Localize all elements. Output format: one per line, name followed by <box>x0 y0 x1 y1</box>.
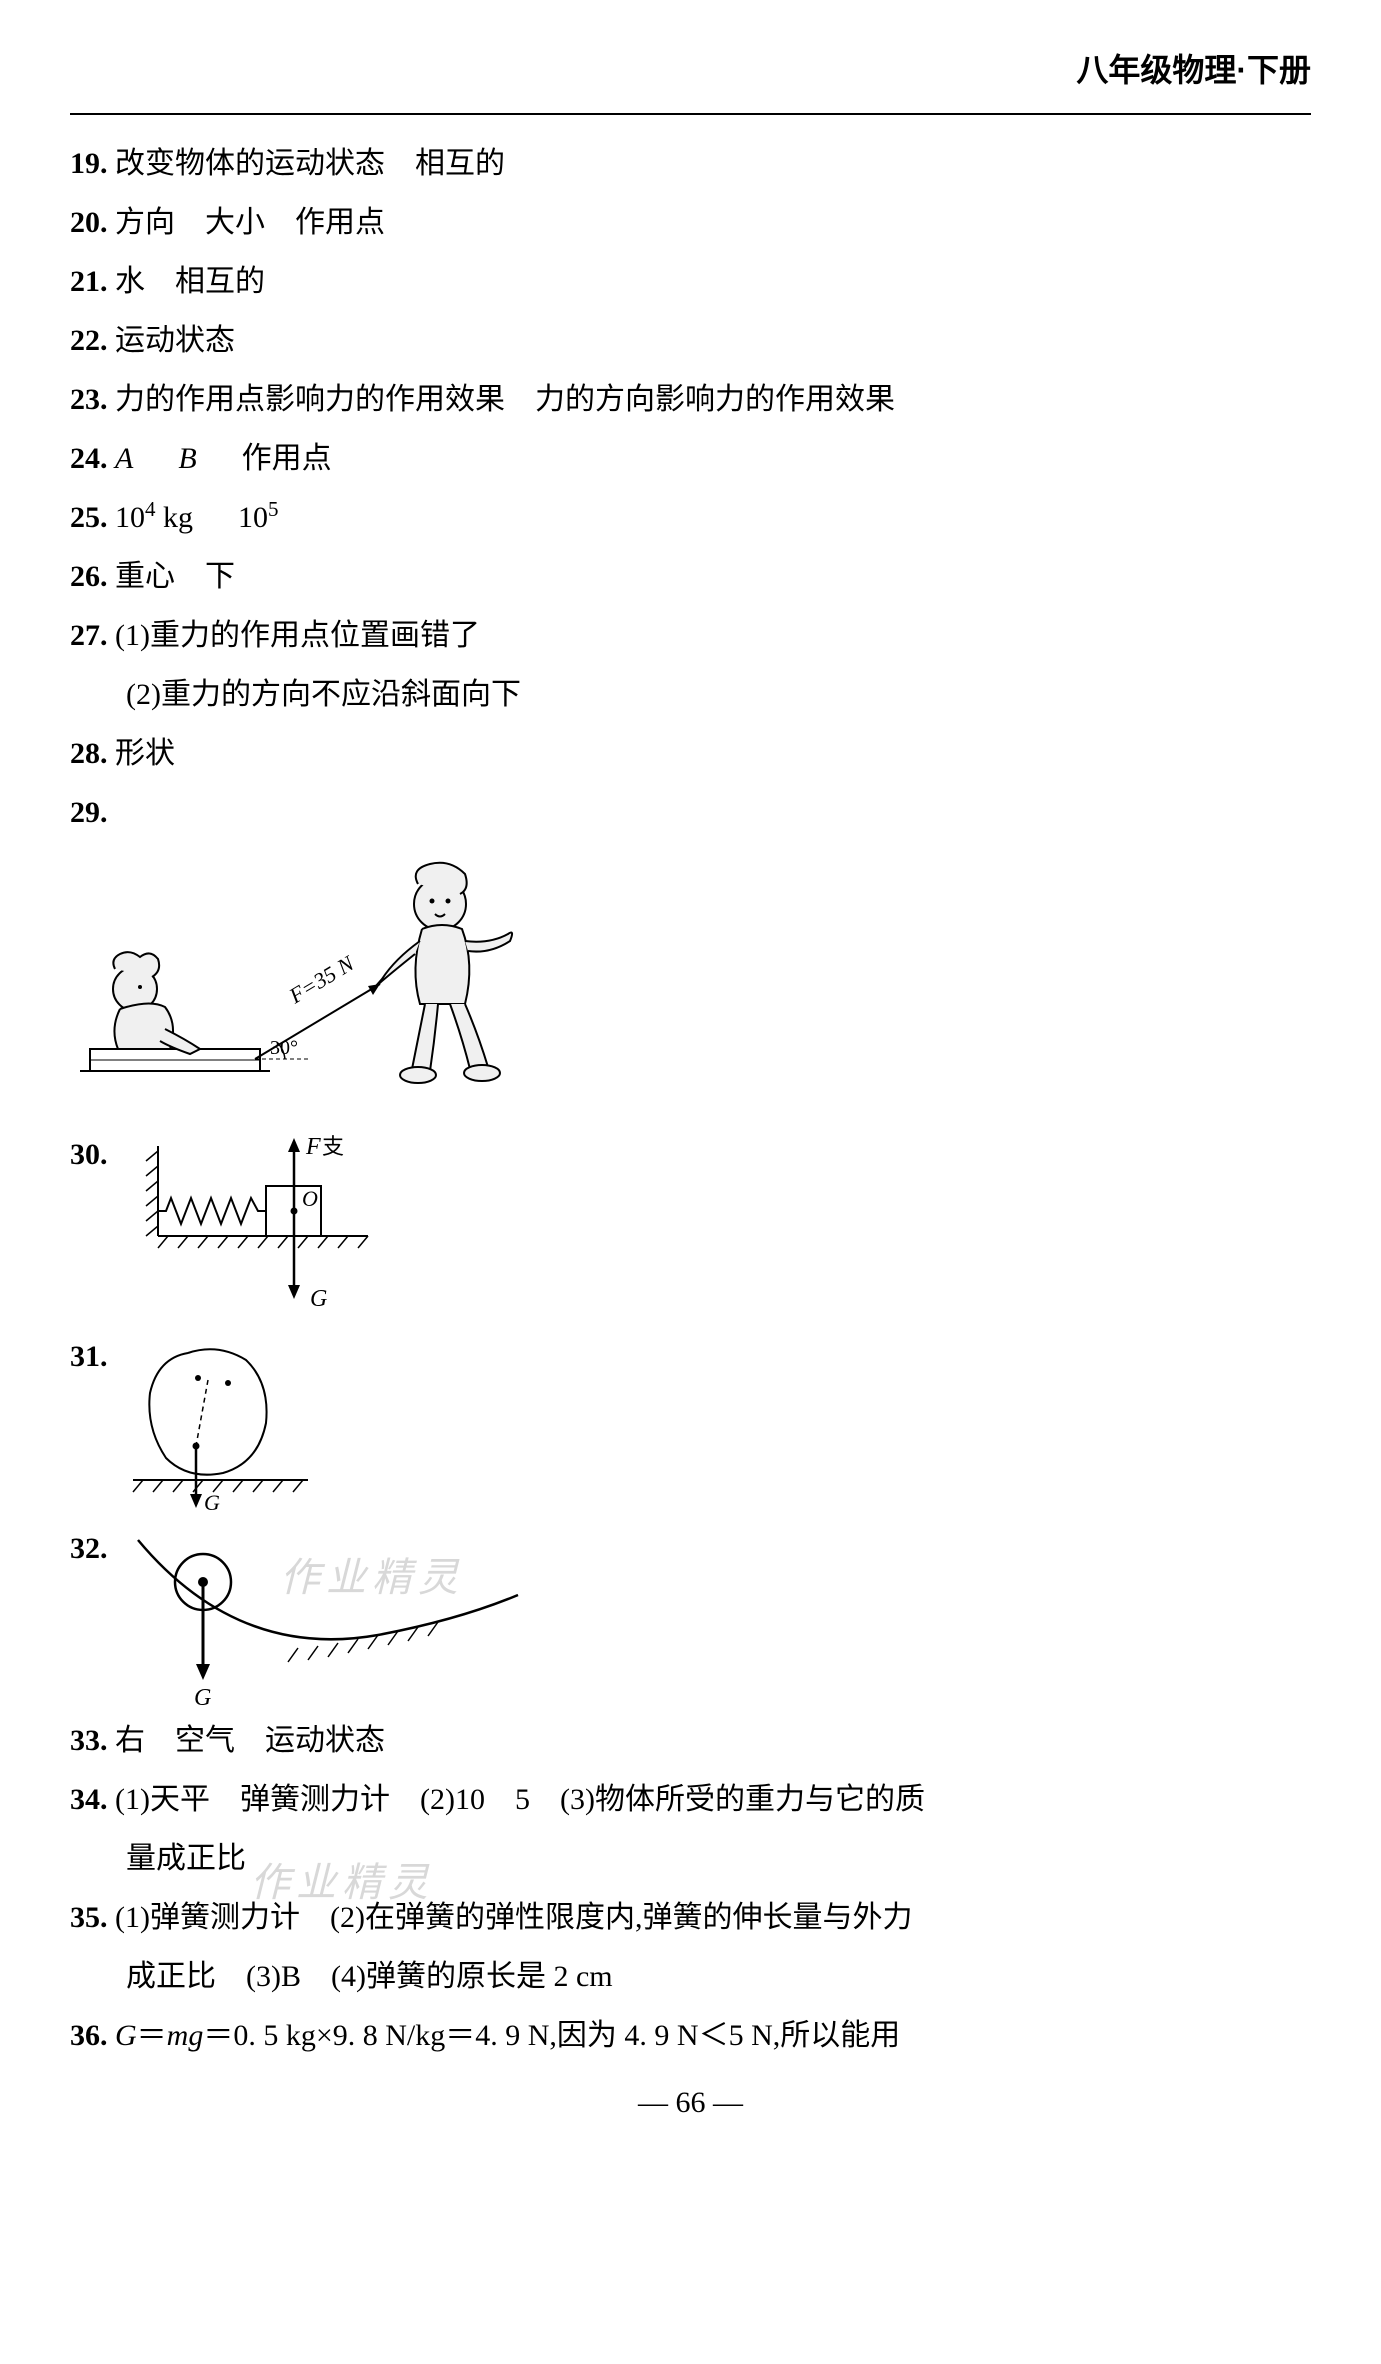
item-number: 26. <box>70 560 108 593</box>
item-number: 34. <box>70 1783 108 1816</box>
item-part1: (1)重力的作用点位置画错了 <box>115 619 480 652</box>
item-number: 19. <box>70 147 108 180</box>
item-number: 28. <box>70 737 108 770</box>
potato-gravity-diagram: G <box>118 1328 338 1518</box>
item-text: 力的作用点影响力的作用效果 力的方向影响力的作用效果 <box>115 383 895 416</box>
answer-35-line2: 成正比 (3)B (4)弹簧的原长是 2 cm <box>70 1948 1311 2005</box>
item-text2: 成正比 (3)B (4)弹簧的原长是 2 cm <box>126 1960 613 1993</box>
value-a-unit: kg <box>156 501 194 534</box>
item-text: 运动状态 <box>115 324 235 357</box>
item-number: 35. <box>70 1901 108 1934</box>
support-force-label-cn: 支 <box>322 1134 344 1159</box>
value-b-exp: 5 <box>268 497 279 521</box>
answer-26: 26. 重心 下 <box>70 548 1311 605</box>
answer-21: 21. 水 相互的 <box>70 253 1311 310</box>
spring-block-diagram: O F 支 G <box>138 1126 418 1326</box>
answer-25: 25. 104 kg 105 <box>70 489 1311 546</box>
item-number: 27. <box>70 619 108 652</box>
answer-35: 35. (1)弹簧测力计 (2)在弹簧的弹性限度内,弹簧的伸长量与外力 <box>70 1889 1311 1946</box>
item-text: 重心 下 <box>115 560 235 593</box>
item-number: 30. <box>70 1126 108 1183</box>
item-number: 22. <box>70 324 108 357</box>
force-label: F=35 N <box>284 950 359 1009</box>
item-a: A <box>115 442 133 475</box>
answer-28: 28. 形状 <box>70 725 1311 782</box>
item-text: 改变物体的运动状态 相互的 <box>115 147 505 180</box>
item-text: 水 相互的 <box>115 265 265 298</box>
answer-36: 36. G＝mg＝0. 5 kg×9. 8 N/kg＝4. 9 N,因为 4. … <box>70 2007 1311 2064</box>
ball-on-curve-diagram: G <box>118 1520 538 1710</box>
item-text: 右 空气 运动状态 <box>115 1724 385 1757</box>
item-number: 36. <box>70 2019 108 2052</box>
answer-24: 24. A B 作用点 <box>70 430 1311 487</box>
item-number: 32. <box>70 1520 108 1577</box>
item-number: 20. <box>70 206 108 239</box>
item-number: 31. <box>70 1328 108 1385</box>
item-text: 形状 <box>115 737 175 770</box>
sled-pulling-diagram: F=35 N 30° <box>70 849 550 1099</box>
value-a-base: 10 <box>115 501 145 534</box>
answer-27-line2: (2)重力的方向不应沿斜面向下 <box>70 666 1311 723</box>
answer-33: 33. 右 空气 运动状态 <box>70 1712 1311 1769</box>
answer-34: 34. (1)天平 弹簧测力计 (2)10 5 (3)物体所受的重力与它的质 <box>70 1771 1311 1828</box>
item-number: 33. <box>70 1724 108 1757</box>
answer-32: 32. G 作业精灵 <box>70 1520 1311 1710</box>
answer-29: 29. <box>70 784 1311 841</box>
answer-27: 27. (1)重力的作用点位置画错了 <box>70 607 1311 664</box>
page-header: 八年级物理·下册 <box>70 40 1311 115</box>
value-b-base: 10 <box>238 501 268 534</box>
answer-20: 20. 方向 大小 作用点 <box>70 194 1311 251</box>
answer-34-line2: 量成正比 作业精灵 <box>70 1830 1311 1887</box>
gravity-label: G <box>194 1685 211 1710</box>
value-a-exp: 4 <box>145 497 156 521</box>
item-text: (1)弹簧测力计 (2)在弹簧的弹性限度内,弹簧的伸长量与外力 <box>115 1901 912 1934</box>
page-number-value: 66 <box>676 2086 706 2119</box>
answer-31: 31. G <box>70 1328 1311 1518</box>
item-number: 25. <box>70 501 108 534</box>
answer-30: 30. O F 支 G <box>70 1126 1311 1326</box>
answer-22: 22. 运动状态 <box>70 312 1311 369</box>
item-number: 23. <box>70 383 108 416</box>
gravity-label: G <box>204 1490 220 1515</box>
angle-label: 30° <box>270 1037 298 1059</box>
item-number: 21. <box>70 265 108 298</box>
support-force-label: F <box>305 1134 321 1160</box>
figure-29: F=35 N 30° <box>70 849 1311 1118</box>
item-part2: (2)重力的方向不应沿斜面向下 <box>126 678 521 711</box>
item-text: 方向 大小 作用点 <box>115 206 385 239</box>
answer-23: 23. 力的作用点影响力的作用效果 力的方向影响力的作用效果 <box>70 371 1311 428</box>
item-number: 29. <box>70 796 108 829</box>
item-text: G＝mg＝0. 5 kg×9. 8 N/kg＝4. 9 N,因为 4. 9 N＜… <box>115 2019 900 2052</box>
item-text2: 量成正比 <box>126 1842 246 1875</box>
page-number: — 66 — <box>70 2074 1311 2131</box>
point-o-label: O <box>302 1186 318 1211</box>
answer-19: 19. 改变物体的运动状态 相互的 <box>70 135 1311 192</box>
item-text: (1)天平 弹簧测力计 (2)10 5 (3)物体所受的重力与它的质 <box>115 1783 925 1816</box>
item-text: 作用点 <box>242 442 332 475</box>
item-b: B <box>178 442 196 475</box>
item-number: 24. <box>70 442 108 475</box>
gravity-label: G <box>310 1286 327 1312</box>
header-title: 八年级物理·下册 <box>1076 52 1311 88</box>
